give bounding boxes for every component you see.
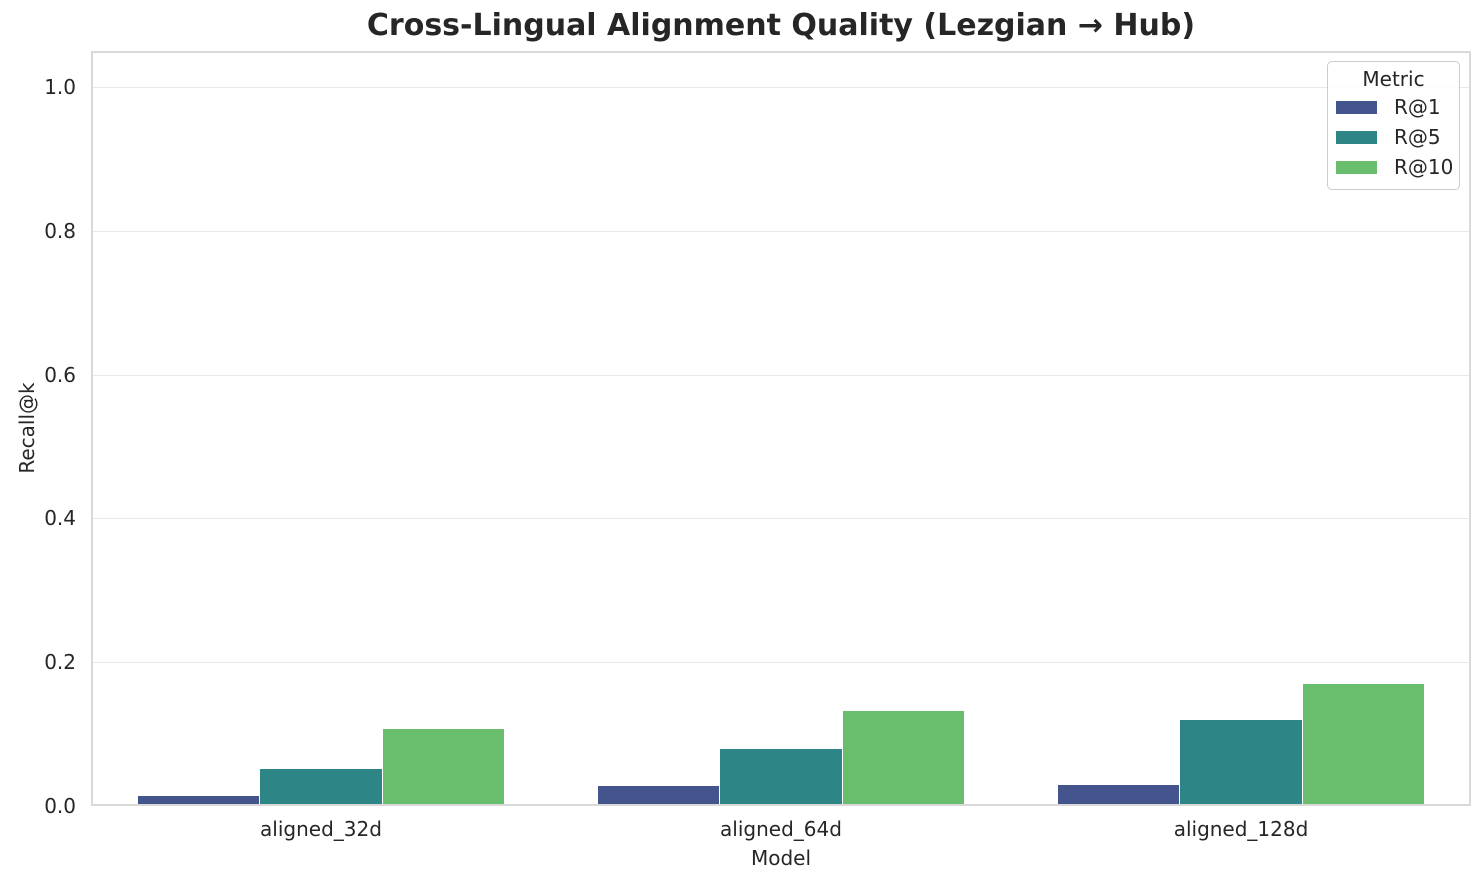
- legend-label: R@1: [1394, 95, 1441, 119]
- legend-label: R@10: [1394, 155, 1454, 179]
- bar-R@5-aligned_64d: [720, 748, 842, 805]
- plot-area: Metric R@1 R@5 R@10: [91, 51, 1471, 806]
- legend-swatch-icon: [1336, 100, 1377, 114]
- bar-R@5-aligned_32d: [260, 769, 382, 805]
- bar-R@10-aligned_32d: [382, 728, 505, 805]
- axes-spines: [91, 51, 1471, 806]
- bar-R@10-aligned_128d: [1302, 684, 1425, 805]
- bar-R@10-aligned_64d: [842, 710, 965, 805]
- legend-entry: R@5: [1328, 122, 1459, 152]
- y-tick-label: 0.4: [44, 506, 76, 531]
- gridline: [91, 662, 1471, 664]
- y-tick-label: 0.0: [44, 794, 76, 818]
- x-tick-label: aligned_64d: [720, 817, 842, 841]
- gridline: [91, 86, 1471, 88]
- y-tick-label: 0.6: [44, 362, 76, 387]
- y-tick-label: 1.0: [44, 74, 76, 99]
- x-axis-label: Model: [750, 846, 812, 870]
- bar-R@1-aligned_128d: [1057, 784, 1180, 805]
- legend-swatch-icon: [1336, 160, 1377, 174]
- legend: Metric R@1 R@5 R@10: [1327, 61, 1460, 190]
- legend-label: R@5: [1394, 125, 1441, 149]
- bar-R@5-aligned_128d: [1180, 720, 1302, 805]
- bar-R@1-aligned_64d: [597, 786, 720, 805]
- gridline: [91, 374, 1471, 376]
- gridline: [91, 518, 1471, 520]
- x-tick-label: aligned_128d: [1173, 817, 1309, 841]
- y-tick-label: 0.8: [44, 218, 76, 243]
- legend-swatch-icon: [1336, 130, 1377, 144]
- y-axis-label: Recall@k: [15, 382, 39, 474]
- legend-entry: R@1: [1328, 92, 1459, 122]
- y-tick-label: 0.2: [44, 650, 76, 675]
- legend-entries: R@1 R@5 R@10: [1328, 92, 1459, 182]
- legend-title: Metric: [1362, 67, 1425, 91]
- bar-R@1-aligned_32d: [137, 796, 260, 805]
- chart-title: Cross-Lingual Alignment Quality (Lezgian…: [366, 8, 1196, 43]
- gridline: [91, 230, 1471, 232]
- legend-entry: R@10: [1328, 152, 1459, 182]
- x-tick-label: aligned_32d: [260, 817, 382, 841]
